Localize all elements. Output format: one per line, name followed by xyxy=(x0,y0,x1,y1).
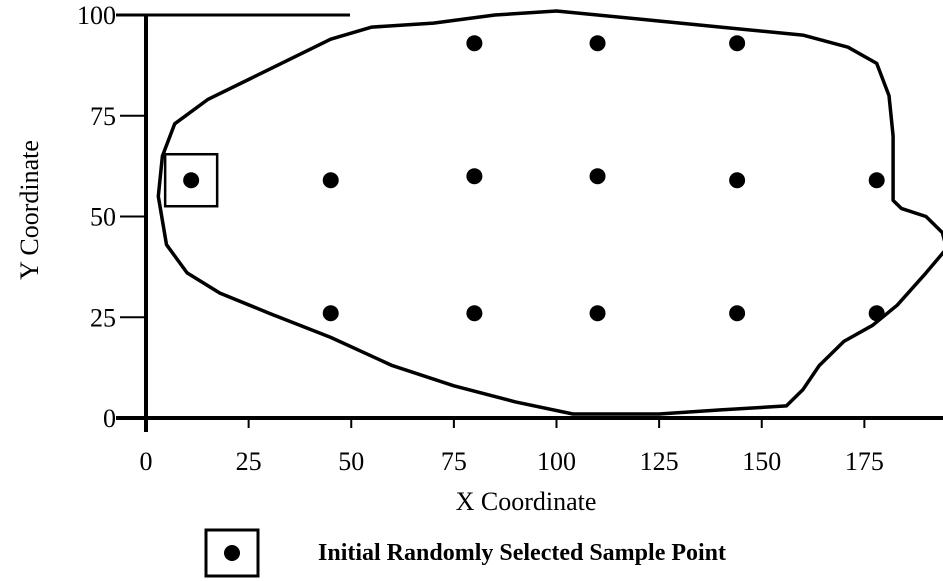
x-tick-label: 125 xyxy=(640,447,679,476)
y-tick-label: 50 xyxy=(90,203,116,232)
initial-sample-box xyxy=(163,152,219,208)
sample-point xyxy=(589,305,606,322)
legend-marker-dot xyxy=(224,545,240,561)
legend: Initial Randomly Selected Sample Point xyxy=(204,528,726,578)
boundary-outline-layer xyxy=(156,9,943,416)
sample-point xyxy=(729,305,746,322)
sample-point xyxy=(729,35,746,52)
sample-point xyxy=(466,35,483,52)
sample-point xyxy=(589,35,606,52)
sample-point xyxy=(729,172,746,189)
x-tick-label: 100 xyxy=(537,447,576,476)
sample-point xyxy=(466,305,483,322)
x-axis-title: X Coordinate xyxy=(456,487,597,516)
legend-marker-box xyxy=(204,528,260,578)
initial-sample-point xyxy=(183,172,200,189)
x-tick-label: 150 xyxy=(742,447,781,476)
sample-point xyxy=(868,172,885,189)
y-tick-label: 100 xyxy=(77,1,116,30)
study-area-boundary xyxy=(156,9,943,416)
sample-point xyxy=(466,168,483,185)
y-axis-title: Y Coordinate xyxy=(15,140,44,280)
sample-point xyxy=(868,305,885,322)
y-tick-label: 0 xyxy=(103,404,116,433)
legend-label: Initial Randomly Selected Sample Point xyxy=(318,540,726,566)
axes: 0 25 50 75 100 125 150 175 0 25 50 75 100 xyxy=(77,1,943,476)
x-tick-label: 50 xyxy=(338,447,364,476)
x-tick-label: 25 xyxy=(236,447,262,476)
y-tick-label: 25 xyxy=(90,303,116,332)
x-tick-label: 75 xyxy=(441,447,467,476)
x-tick-label: 175 xyxy=(845,447,884,476)
sample-point xyxy=(322,172,339,189)
sample-points-layer xyxy=(163,35,885,322)
sample-point xyxy=(589,168,606,185)
y-tick-label: 75 xyxy=(90,102,116,131)
sample-point xyxy=(322,305,339,322)
x-tick-label: 0 xyxy=(140,447,153,476)
